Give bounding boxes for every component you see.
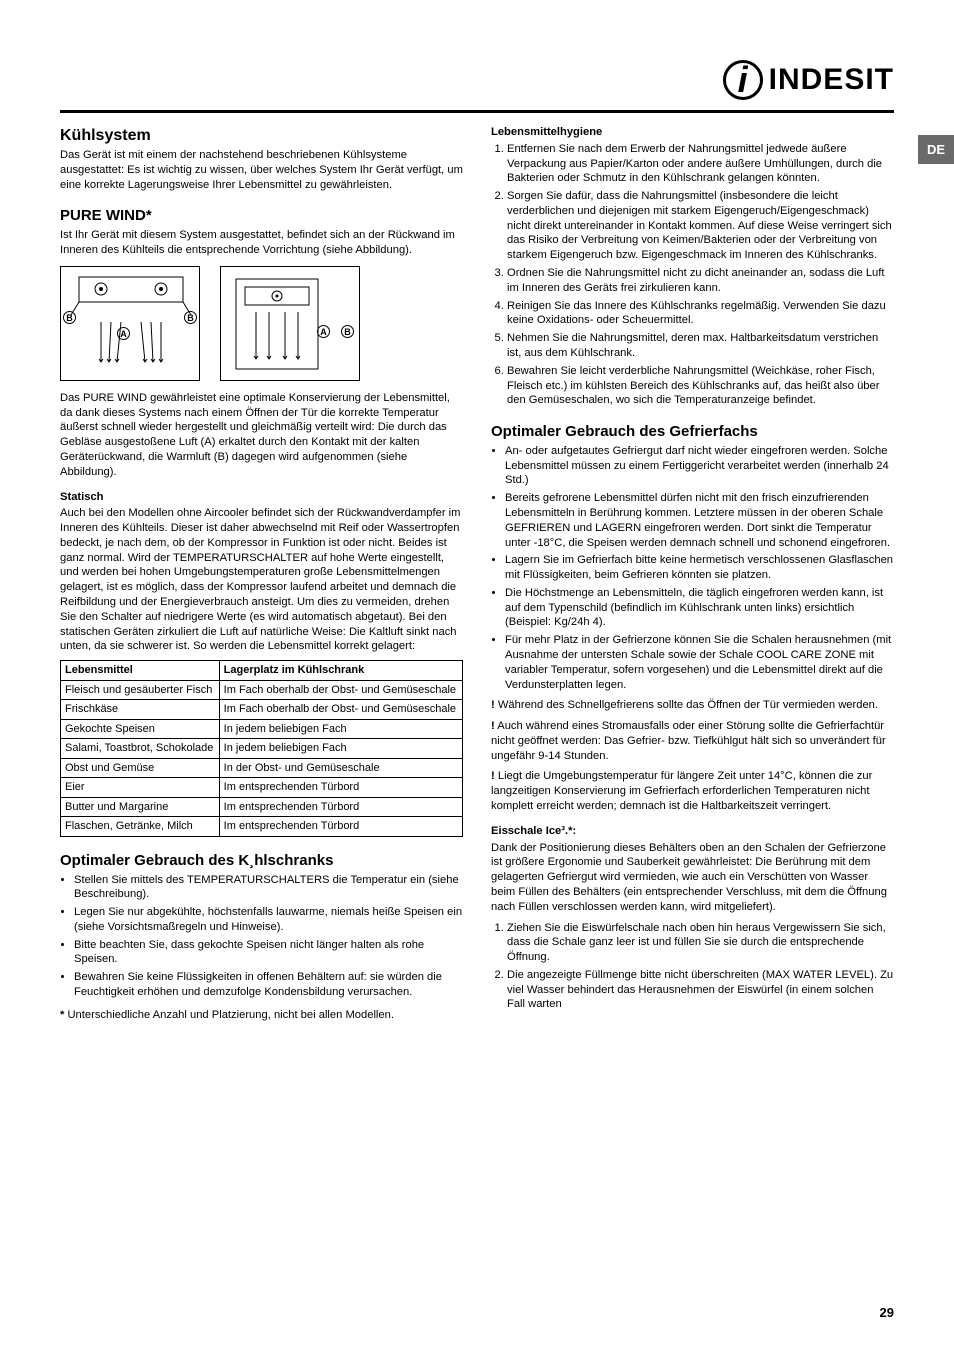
subsection-title: Eisschale Ice³.*: <box>491 824 894 839</box>
brand-text: INDESIT <box>769 63 894 97</box>
list-item: Legen Sie nur abgekühlte, höchstenfalls … <box>74 905 463 935</box>
list-item: Bereits gefrorene Lebensmittel dürfen ni… <box>505 491 894 550</box>
bullet-list: Stellen Sie mittels des TEMPERATURSCHALT… <box>60 873 463 1000</box>
warning-text: ! Liegt die Umgebungstemperatur für läng… <box>491 769 894 813</box>
section-title: Optimaler Gebrauch des K¸hlschranks <box>60 851 463 871</box>
label-a: A <box>317 325 330 338</box>
list-item: Reinigen Sie das Innere des Kühlschranks… <box>507 299 894 329</box>
subsection-title: Statisch <box>60 490 463 505</box>
table-cell: Frischkäse <box>61 700 220 720</box>
body-text: Das PURE WIND gewährleistet eine optimal… <box>60 391 463 480</box>
diagram-1: B B A <box>60 266 200 381</box>
list-item: Die angezeigte Füllmenge bitte nicht übe… <box>507 968 894 1012</box>
table-cell: In jedem beliebigen Fach <box>219 719 462 739</box>
section-title: PURE WIND* <box>60 206 463 226</box>
warning-body: Auch während eines Stromausfalls oder ei… <box>491 720 886 762</box>
section-title: Optimaler Gebrauch des Gefrierfachs <box>491 422 894 442</box>
bullet-list: An- oder aufgetautes Gefriergut darf nic… <box>491 444 894 693</box>
warning-body: Liegt die Umgebungstemperatur für länger… <box>491 770 872 812</box>
table-cell: Obst und Gemüse <box>61 758 220 778</box>
list-item: Stellen Sie mittels des TEMPERATURSCHALT… <box>74 873 463 903</box>
table-cell: Salami, Toastbrot, Schokolade <box>61 739 220 759</box>
body-text: Ist Ihr Gerät mit diesem System ausgesta… <box>60 228 463 258</box>
table-cell: In jedem beliebigen Fach <box>219 739 462 759</box>
table-header: Lagerplatz im Kühlschrank <box>219 661 462 681</box>
footnote: * Unterschiedliche Anzahl und Platzierun… <box>60 1008 463 1023</box>
header-rule <box>60 110 894 113</box>
diagram-2: A B <box>220 266 360 381</box>
list-item: Für mehr Platz in der Gefrierzone können… <box>505 633 894 692</box>
content-columns: Kühlsystem Das Gerät ist mit einem der n… <box>60 125 894 1029</box>
footnote-text: Unterschiedliche Anzahl und Platzierung,… <box>67 1009 394 1021</box>
body-text: Dank der Positionierung dieses Behälters… <box>491 841 894 915</box>
list-item: Nehmen Sie die Nahrungsmittel, deren max… <box>507 331 894 361</box>
numbered-list: Entfernen Sie nach dem Erwerb der Nahrun… <box>491 142 894 408</box>
list-item: Ordnen Sie die Nahrungsmittel nicht zu d… <box>507 266 894 296</box>
list-item: Die Höchstmenge an Lebensmitteln, die tä… <box>505 586 894 630</box>
body-text: Auch bei den Modellen ohne Aircooler bef… <box>60 506 463 654</box>
label-a: A <box>117 327 130 340</box>
table-cell: Fleisch und gesäuberter Fisch <box>61 680 220 700</box>
subsection-title: Lebensmittelhygiene <box>491 125 894 140</box>
table-cell: In der Obst- und Gemüseschale <box>219 758 462 778</box>
language-tab: DE <box>918 135 954 164</box>
warning-text: ! Auch während eines Stromausfalls oder … <box>491 719 894 763</box>
table-cell: Im Fach oberhalb der Obst- und Gemüsesch… <box>219 680 462 700</box>
table-cell: Im entsprechenden Türbord <box>219 817 462 837</box>
table-cell: Butter und Margarine <box>61 797 220 817</box>
warning-text: ! Während des Schnellgefrierens sollte d… <box>491 698 894 713</box>
list-item: Bewahren Sie keine Flüssigkeiten in offe… <box>74 970 463 1000</box>
list-item: Bewahren Sie leicht verderbliche Nahrung… <box>507 364 894 408</box>
list-item: Bitte beachten Sie, dass gekochte Speise… <box>74 938 463 968</box>
page-number: 29 <box>880 1305 894 1320</box>
table-cell: Im entsprechenden Türbord <box>219 778 462 798</box>
numbered-list: Ziehen Sie die Eiswürfelschale nach oben… <box>491 921 894 1013</box>
label-b: B <box>63 311 76 324</box>
left-column: Kühlsystem Das Gerät ist mit einem der n… <box>60 125 463 1029</box>
list-item: Entfernen Sie nach dem Erwerb der Nahrun… <box>507 142 894 186</box>
list-item: Sorgen Sie dafür, dass die Nahrungsmitte… <box>507 189 894 263</box>
table-cell: Im Fach oberhalb der Obst- und Gemüsesch… <box>219 700 462 720</box>
table-cell: Eier <box>61 778 220 798</box>
list-item: Lagern Sie im Gefrierfach bitte keine he… <box>505 553 894 583</box>
body-text: Das Gerät ist mit einem der nachstehend … <box>60 148 463 192</box>
list-item: An- oder aufgetautes Gefriergut darf nic… <box>505 444 894 488</box>
table-cell: Im entsprechenden Türbord <box>219 797 462 817</box>
info-icon: i <box>723 60 763 100</box>
table-cell: Gekochte Speisen <box>61 719 220 739</box>
diagram-row: B B A A B <box>60 266 463 381</box>
table-header: Lebensmittel <box>61 661 220 681</box>
header: i INDESIT <box>60 60 894 100</box>
storage-table: Lebensmittel Lagerplatz im Kühlschrank F… <box>60 660 463 837</box>
warning-body: Während des Schnellgefrierens sollte das… <box>498 699 878 711</box>
list-item: Ziehen Sie die Eiswürfelschale nach oben… <box>507 921 894 965</box>
section-title: Kühlsystem <box>60 125 463 146</box>
table-cell: Flaschen, Getränke, Milch <box>61 817 220 837</box>
label-b: B <box>341 325 354 338</box>
right-column: Lebensmittelhygiene Entfernen Sie nach d… <box>491 125 894 1029</box>
label-b: B <box>184 311 197 324</box>
brand-logo: i INDESIT <box>723 60 894 100</box>
